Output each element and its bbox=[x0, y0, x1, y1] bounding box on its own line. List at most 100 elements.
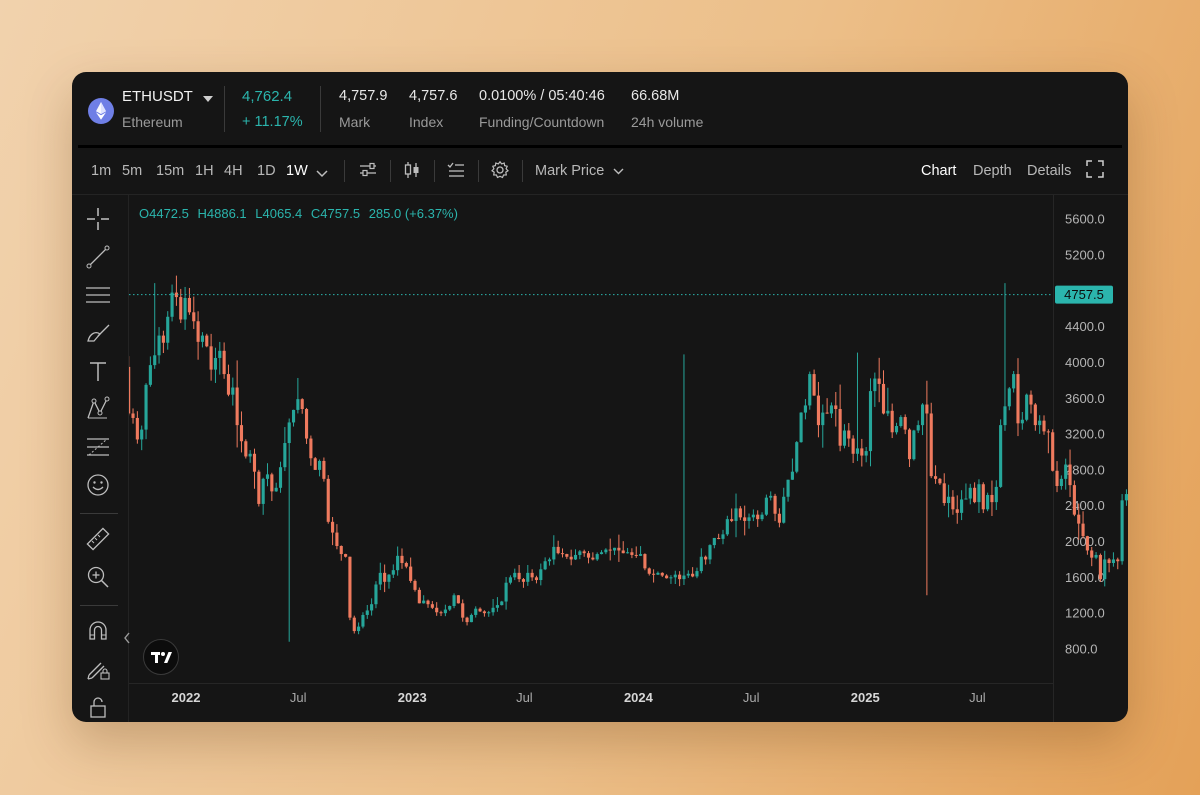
trend-line-icon[interactable] bbox=[84, 243, 112, 271]
candle-body bbox=[829, 405, 834, 414]
candle-body bbox=[357, 626, 361, 632]
candle-body bbox=[500, 601, 504, 606]
candle-style-icon[interactable] bbox=[402, 160, 422, 185]
candle-body bbox=[465, 617, 469, 623]
interval-1d[interactable]: 1D bbox=[257, 163, 276, 179]
candle-body bbox=[934, 476, 938, 479]
symbol-selector[interactable]: ETHUSDT bbox=[122, 88, 213, 106]
interval-1m[interactable]: 1m bbox=[91, 163, 112, 179]
candle-body bbox=[1046, 431, 1050, 433]
candle-body bbox=[552, 546, 556, 560]
ruler-icon[interactable] bbox=[84, 525, 112, 553]
candle-body bbox=[547, 559, 552, 562]
mark-price-value: 4,757.9 bbox=[339, 88, 388, 104]
candle-body bbox=[287, 422, 291, 444]
candle-body bbox=[248, 453, 252, 457]
candle-body bbox=[860, 448, 864, 456]
candle-body bbox=[973, 487, 977, 503]
candle-body bbox=[140, 429, 144, 440]
candle-body bbox=[166, 316, 170, 343]
brush-icon[interactable] bbox=[84, 319, 112, 347]
candle-body bbox=[1016, 374, 1020, 424]
candle-body bbox=[322, 460, 326, 479]
candle-body bbox=[656, 572, 660, 575]
candle-body bbox=[443, 609, 447, 614]
candle-body bbox=[764, 497, 768, 515]
indicators-icon[interactable] bbox=[358, 160, 378, 185]
pattern-tool-icon[interactable] bbox=[84, 395, 112, 423]
smiley-icon[interactable] bbox=[84, 471, 112, 499]
list-settings-icon[interactable] bbox=[446, 160, 466, 185]
candle-body bbox=[508, 577, 512, 583]
candle-body bbox=[148, 365, 152, 385]
candle-body bbox=[1042, 420, 1046, 432]
candle-body bbox=[586, 553, 591, 558]
candle-body bbox=[951, 496, 955, 510]
candle-body bbox=[1020, 419, 1024, 424]
x-tick-label: 2025 bbox=[851, 690, 880, 705]
candle-body bbox=[621, 550, 625, 554]
ethereum-icon bbox=[88, 98, 114, 124]
gear-icon[interactable] bbox=[490, 160, 510, 185]
text-tool-icon[interactable] bbox=[84, 357, 112, 385]
price-type-selector[interactable]: Mark Price bbox=[535, 163, 624, 179]
interval-4h[interactable]: 4H bbox=[224, 163, 243, 179]
candle-body bbox=[769, 495, 773, 498]
candle-body bbox=[174, 292, 178, 298]
candle-body bbox=[569, 556, 573, 560]
zoom-in-icon[interactable] bbox=[84, 563, 112, 591]
candle-body bbox=[1033, 404, 1037, 426]
candle-body bbox=[916, 425, 920, 431]
candle-body bbox=[365, 610, 369, 615]
candle-body bbox=[478, 608, 482, 612]
candle-body bbox=[712, 537, 716, 546]
candle-body bbox=[816, 395, 820, 426]
candle-body bbox=[213, 357, 218, 370]
interval-15m[interactable]: 15m bbox=[156, 163, 185, 179]
fibonacci-icon[interactable] bbox=[84, 433, 112, 461]
interval-1w[interactable]: 1W bbox=[286, 163, 308, 179]
candle-body bbox=[448, 605, 452, 610]
candle-body bbox=[994, 486, 998, 503]
candle-body bbox=[209, 346, 213, 370]
view-depth-tab[interactable]: Depth bbox=[973, 163, 1012, 179]
candle-body bbox=[647, 568, 651, 574]
interval-5m[interactable]: 5m bbox=[122, 163, 143, 179]
candle-body bbox=[704, 556, 708, 560]
divider bbox=[478, 160, 479, 182]
candle-body bbox=[361, 614, 365, 627]
crosshair-icon[interactable] bbox=[84, 205, 112, 233]
candle-body bbox=[521, 579, 526, 582]
caret-down-icon bbox=[202, 89, 213, 106]
horizontal-lines-icon[interactable] bbox=[84, 281, 112, 309]
magnet-icon[interactable] bbox=[84, 617, 112, 645]
candle-body bbox=[1051, 432, 1055, 471]
view-details-tab[interactable]: Details bbox=[1027, 163, 1072, 179]
candle-body bbox=[747, 517, 751, 521]
interval-dropdown-chevron-icon[interactable] bbox=[316, 165, 328, 183]
candle-body bbox=[187, 297, 191, 313]
fullscreen-icon[interactable] bbox=[1086, 160, 1104, 183]
candle-body bbox=[244, 441, 248, 457]
candle-body bbox=[513, 572, 517, 578]
x-tick-label: 2023 bbox=[398, 690, 427, 705]
candle-body bbox=[474, 608, 478, 615]
candle-body bbox=[430, 604, 434, 608]
candle-body bbox=[678, 574, 682, 580]
candle-body bbox=[387, 574, 391, 582]
candle-body bbox=[409, 566, 413, 581]
chart-area[interactable]: 5600.05200.04800.04400.04000.03600.03200… bbox=[124, 195, 1128, 722]
candle-body bbox=[565, 554, 569, 557]
volume-label: 24h volume bbox=[631, 114, 704, 130]
collapse-toolbar-chevron-icon[interactable] bbox=[123, 631, 131, 647]
tradingview-logo[interactable] bbox=[143, 639, 179, 675]
divider bbox=[320, 86, 321, 132]
trading-window: ETHUSDT Ethereum 4,762.4 + 11.17% 4,757.… bbox=[72, 72, 1128, 722]
candle-body bbox=[278, 467, 283, 488]
lock-drawing-icon[interactable] bbox=[84, 655, 112, 683]
unlock-icon[interactable] bbox=[84, 693, 112, 719]
view-chart-tab[interactable]: Chart bbox=[921, 163, 957, 179]
candle-body bbox=[660, 572, 664, 576]
interval-1h[interactable]: 1H bbox=[195, 163, 214, 179]
candle-body bbox=[708, 545, 712, 560]
